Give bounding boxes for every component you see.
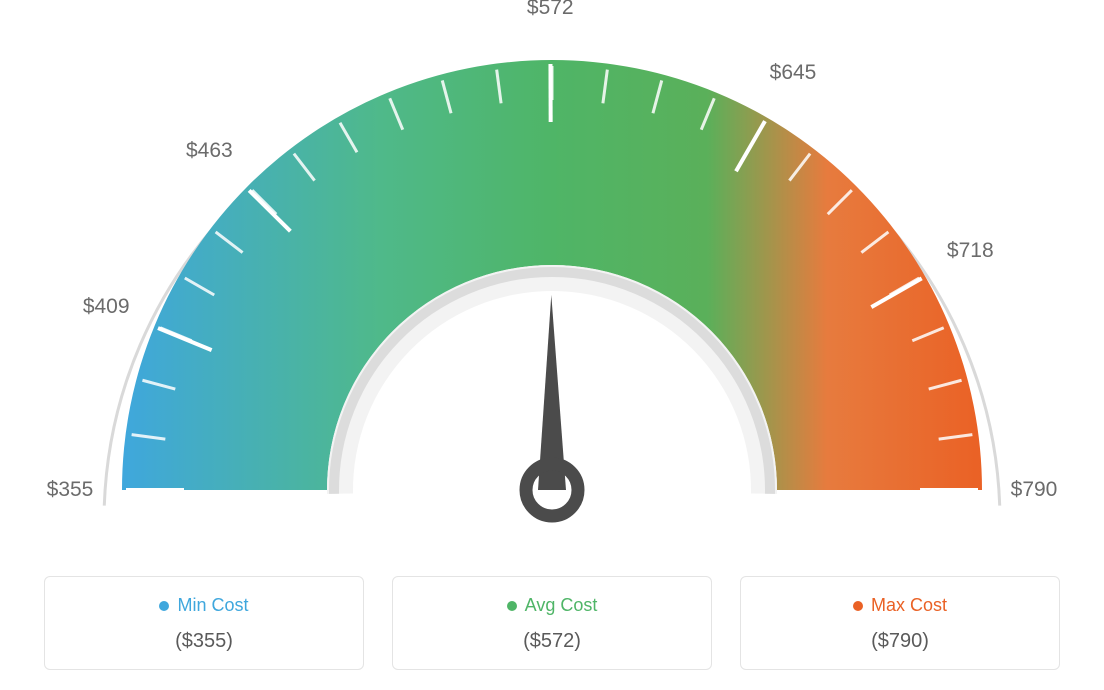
legend-row: Min Cost ($355) Avg Cost ($572) Max Cost… xyxy=(0,576,1104,670)
gauge-tick-label: $790 xyxy=(1011,478,1058,502)
legend-max-dot xyxy=(853,601,863,611)
legend-avg-value: ($572) xyxy=(403,630,701,653)
gauge-tick-label: $463 xyxy=(186,139,233,163)
legend-avg-label-row: Avg Cost xyxy=(403,595,701,616)
gauge-tick-label: $409 xyxy=(83,295,130,319)
gauge-chart: $355 $409 $463 $572 $645 $718 $790 xyxy=(0,0,1104,560)
cost-gauge-container: $355 $409 $463 $572 $645 $718 $790 Min Cost ($… xyxy=(0,0,1104,690)
legend-card-max: Max Cost ($790) xyxy=(740,576,1060,670)
legend-min-label: Min Cost xyxy=(177,595,248,616)
gauge-tick-label: $645 xyxy=(770,61,817,85)
legend-max-label-row: Max Cost xyxy=(751,595,1049,616)
legend-avg-dot xyxy=(507,601,517,611)
gauge-tick-label: $572 xyxy=(527,0,574,20)
gauge-tick-label: $355 xyxy=(47,478,94,502)
legend-min-dot xyxy=(159,601,169,611)
legend-min-label-row: Min Cost xyxy=(55,595,353,616)
gauge-tick-label: $718 xyxy=(947,239,994,263)
legend-card-min: Min Cost ($355) xyxy=(44,576,364,670)
legend-avg-label: Avg Cost xyxy=(525,595,598,616)
legend-min-value: ($355) xyxy=(55,630,353,653)
legend-card-avg: Avg Cost ($572) xyxy=(392,576,712,670)
legend-max-label: Max Cost xyxy=(871,595,947,616)
legend-max-value: ($790) xyxy=(751,630,1049,653)
